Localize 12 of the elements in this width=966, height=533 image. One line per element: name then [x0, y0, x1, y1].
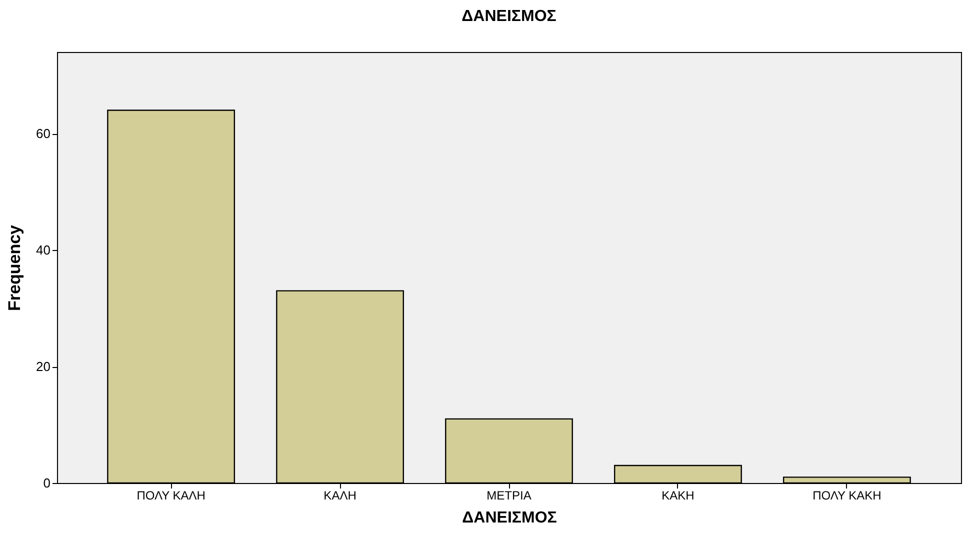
y-tick-label: 0: [43, 476, 50, 490]
x-tick-label: ΠΟΛΥ ΚΑΛΗ: [136, 488, 206, 502]
y-tick-label: 60: [36, 126, 50, 142]
y-axis-title: Frequency: [5, 224, 24, 311]
x-tick-label: ΠΟΛΥ ΚΑΚΗ: [812, 488, 882, 502]
y-tick-label: 20: [36, 359, 50, 374]
chart-title: ΔΑΝΕΙΣΜΟΣ: [462, 8, 557, 25]
x-tick-label: ΚΑΛΗ: [324, 488, 356, 502]
x-axis-title: ΔΑΝΕΙΣΜΟΣ: [462, 510, 558, 526]
x-tick-label: ΜΕΤΡΙΑ: [486, 488, 532, 502]
y-tick-label: 40: [36, 242, 50, 258]
x-tick-label: ΚΑΚΗ: [662, 488, 694, 502]
